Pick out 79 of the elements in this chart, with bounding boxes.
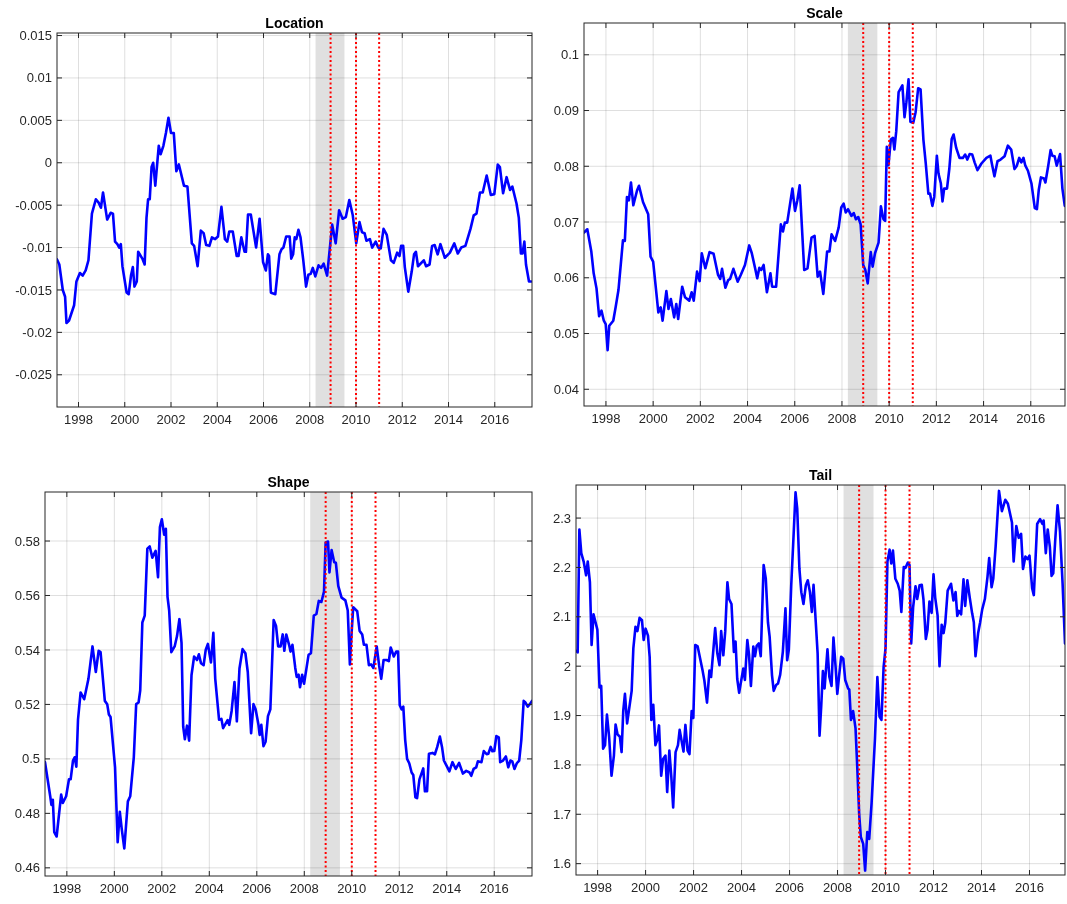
x-tick-label: 2012 <box>919 880 948 895</box>
x-tick-label: 2002 <box>685 411 715 426</box>
x-tick-label: 2016 <box>480 412 510 427</box>
line-series <box>45 517 532 850</box>
line-series <box>576 489 1065 872</box>
x-tick-label: 2006 <box>249 412 278 427</box>
x-tick-label: 2000 <box>99 881 129 896</box>
x-tick-label: 2014 <box>969 411 999 426</box>
chart-title: Tail <box>808 467 833 483</box>
chart-title: Location <box>265 15 324 31</box>
y-tick-label: 0.04 <box>553 381 579 397</box>
y-tick-label: 0.07 <box>553 214 579 230</box>
y-tick-label: 1.8 <box>552 757 571 773</box>
y-tick-label: 0.01 <box>26 70 52 86</box>
y-tick-label: -0.005 <box>15 197 52 213</box>
y-tick-label: 2.3 <box>552 510 571 526</box>
y-tick-label: 2.1 <box>552 609 571 625</box>
x-tick-label: 2000 <box>631 880 661 895</box>
x-tick-label: 2014 <box>967 880 996 895</box>
y-tick-label: 0.54 <box>14 642 40 658</box>
x-tick-label: 2012 <box>921 411 951 426</box>
x-tick-label: 2010 <box>337 881 367 896</box>
x-tick-label: 2010 <box>341 412 371 427</box>
y-tick-label: 0 <box>44 155 52 171</box>
y-tick-label: -0.015 <box>15 282 52 298</box>
chart-title: Scale <box>806 5 843 21</box>
y-tick-label: 0.09 <box>553 103 579 119</box>
x-tick-label: 2010 <box>871 880 900 895</box>
x-tick-label: 2000 <box>638 411 668 426</box>
y-tick-label: -0.025 <box>15 367 52 383</box>
x-tick-label: 2014 <box>434 412 463 427</box>
y-tick-label: -0.02 <box>22 324 52 340</box>
x-tick-label: 2002 <box>679 880 709 895</box>
y-tick-label: 0.48 <box>14 805 40 821</box>
y-tick-label: 0.015 <box>19 28 52 44</box>
line-series <box>584 78 1065 352</box>
x-tick-label: 2008 <box>823 880 852 895</box>
x-tick-label: 2004 <box>733 411 763 426</box>
x-tick-label: 2012 <box>384 881 414 896</box>
x-tick-label: 1998 <box>583 880 613 895</box>
x-tick-label: 2004 <box>727 880 757 895</box>
x-tick-label: 2006 <box>775 880 805 895</box>
x-tick-label: 2010 <box>874 411 904 426</box>
x-tick-label: 2008 <box>295 412 325 427</box>
x-tick-label: 2014 <box>432 881 462 896</box>
x-tick-label: 1998 <box>52 881 82 896</box>
x-tick-label: 2004 <box>202 412 232 427</box>
x-tick-label: 2002 <box>147 881 177 896</box>
y-tick-label: 0.5 <box>21 751 40 767</box>
y-tick-label: 0.58 <box>14 533 40 549</box>
y-tick-label: 0.56 <box>14 588 40 604</box>
y-tick-label: -0.01 <box>22 240 52 256</box>
y-tick-label: 2.2 <box>552 559 571 575</box>
x-tick-label: 2008 <box>289 881 319 896</box>
y-tick-label: 0.005 <box>19 112 52 128</box>
y-tick-label: 0.05 <box>553 326 579 342</box>
y-tick-label: 0.46 <box>14 860 40 876</box>
x-tick-label: 2002 <box>156 412 186 427</box>
x-tick-label: 2004 <box>194 881 224 896</box>
x-tick-label: 2016 <box>1016 411 1046 426</box>
y-tick-label: 0.08 <box>553 158 579 174</box>
x-tick-label: 1998 <box>591 411 621 426</box>
line-series <box>57 116 532 325</box>
y-tick-label: 1.7 <box>552 806 571 822</box>
y-tick-label: 1.9 <box>552 708 571 724</box>
y-tick-label: 0.52 <box>14 696 40 712</box>
y-tick-label: 0.1 <box>560 47 579 63</box>
x-tick-label: 2016 <box>1015 880 1044 895</box>
x-tick-label: 2008 <box>827 411 857 426</box>
x-tick-label: 2006 <box>242 881 272 896</box>
x-tick-label: 1998 <box>64 412 93 427</box>
y-tick-label: 1.6 <box>552 856 571 872</box>
x-tick-label: 2016 <box>479 881 509 896</box>
x-tick-label: 2000 <box>110 412 140 427</box>
y-tick-label: 0.06 <box>553 270 579 286</box>
y-tick-label: 2 <box>563 658 571 674</box>
x-tick-label: 2012 <box>387 412 417 427</box>
x-tick-label: 2006 <box>780 411 810 426</box>
chart-title: Shape <box>267 474 310 490</box>
